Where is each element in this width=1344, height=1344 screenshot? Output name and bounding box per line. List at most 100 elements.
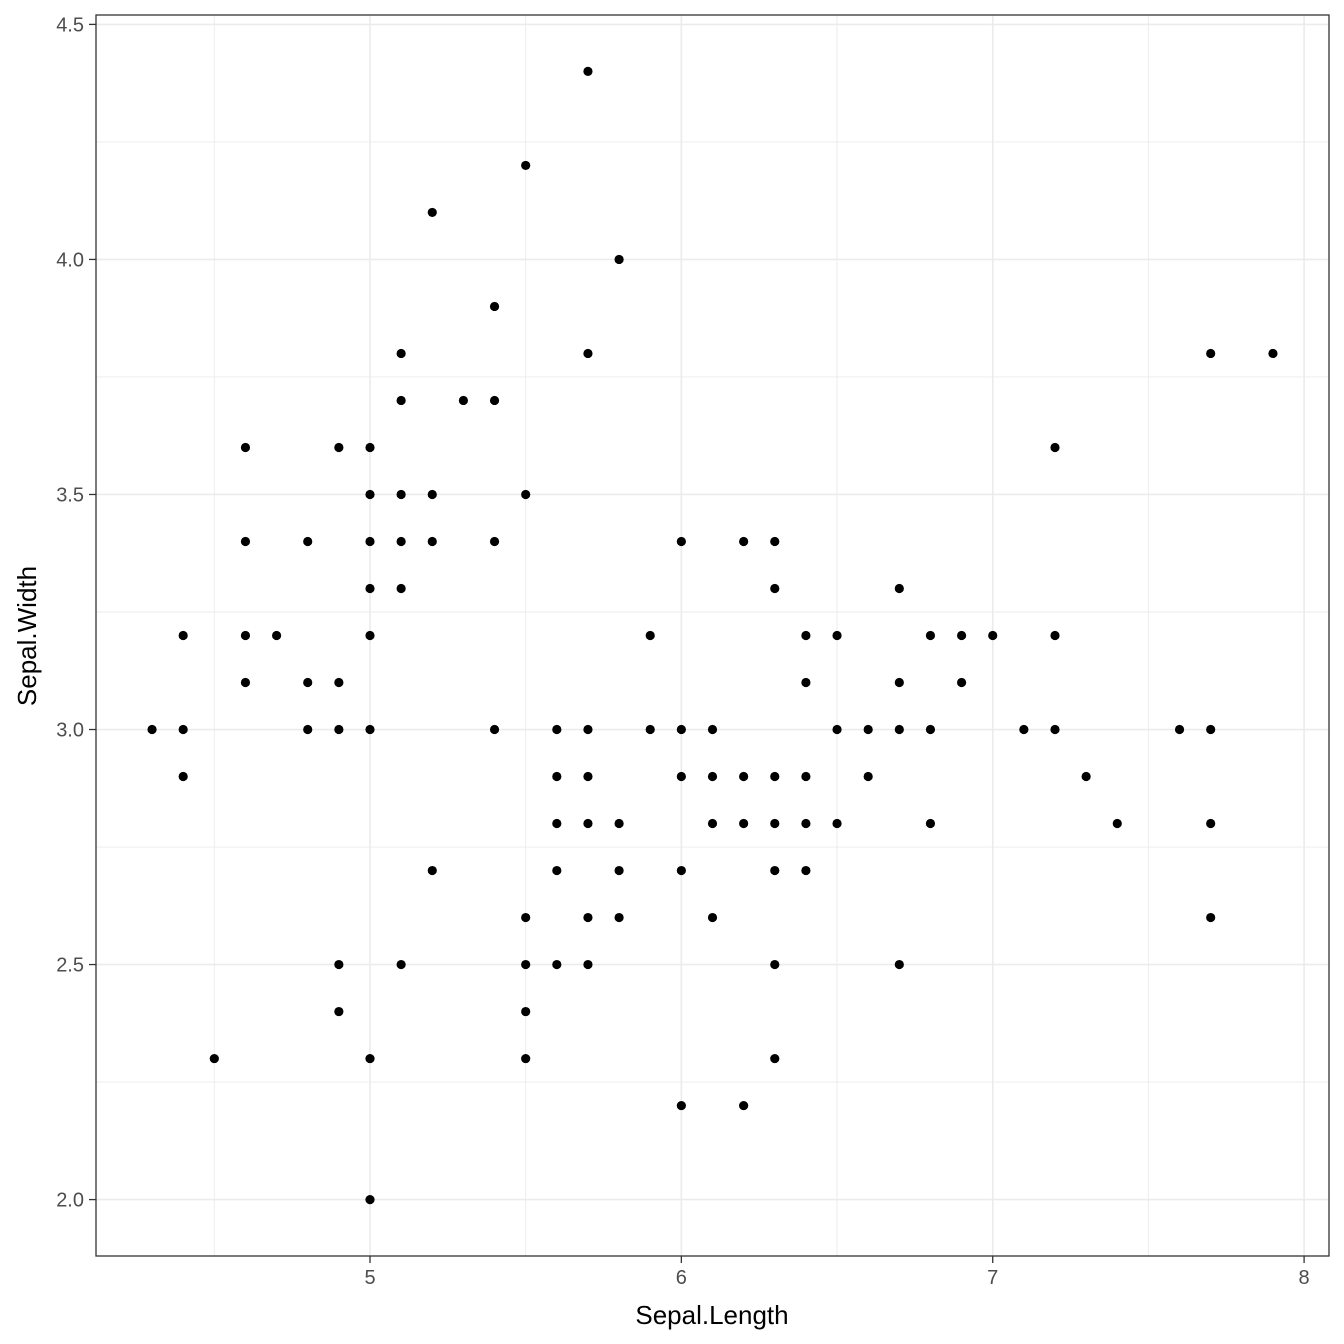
data-point: [863, 771, 873, 782]
data-point: [489, 301, 500, 312]
data-point: [1050, 442, 1060, 453]
x-tick-label: 8: [1299, 1267, 1310, 1289]
data-point: [552, 865, 562, 876]
x-tick-label: 5: [364, 1267, 375, 1289]
data-point: [1112, 818, 1122, 829]
data-point: [770, 1053, 780, 1064]
data-point: [583, 724, 593, 735]
data-point: [863, 724, 873, 735]
data-point: [925, 630, 936, 641]
data-point: [614, 912, 624, 923]
data-point: [209, 1053, 219, 1064]
data-point: [614, 254, 624, 265]
data-point: [396, 959, 406, 970]
data-point: [801, 630, 811, 641]
data-point: [334, 959, 344, 970]
data-point: [645, 724, 655, 735]
data-point: [552, 771, 562, 782]
data-point: [583, 771, 593, 782]
data-point: [770, 959, 780, 970]
data-point: [1268, 348, 1278, 359]
data-point: [334, 1006, 344, 1017]
data-point: [489, 395, 500, 406]
data-point: [645, 630, 655, 641]
data-point: [521, 959, 531, 970]
data-point: [552, 724, 562, 735]
data-point: [770, 771, 780, 782]
data-point: [894, 583, 904, 594]
data-point: [489, 724, 500, 735]
data-point: [365, 1194, 375, 1205]
data-point: [334, 677, 344, 688]
data-point: [614, 818, 624, 829]
data-point: [521, 1053, 531, 1064]
data-point: [396, 583, 406, 594]
data-point: [427, 865, 437, 876]
data-point: [240, 536, 251, 547]
data-point: [458, 395, 469, 406]
data-point: [583, 912, 593, 923]
data-point: [396, 348, 406, 359]
data-point: [365, 442, 375, 453]
axis-ticks: 5 6 7 8 2.0 2.5 3.0 3.5 4.0 4.5: [56, 14, 1309, 1289]
data-point: [303, 724, 313, 735]
data-point: [1050, 724, 1060, 735]
data-point: [396, 395, 406, 406]
data-point: [956, 630, 967, 641]
data-point: [427, 536, 437, 547]
data-point: [676, 1100, 686, 1111]
data-point: [770, 583, 780, 594]
data-point: [178, 630, 188, 641]
data-point: [240, 442, 251, 453]
data-point: [583, 348, 593, 359]
data-point: [676, 536, 686, 547]
data-point: [365, 630, 375, 641]
data-point: [147, 724, 157, 735]
data-point: [240, 630, 251, 641]
y-tick-label: 2.5: [56, 955, 84, 977]
data-point: [271, 630, 282, 641]
data-point: [334, 442, 344, 453]
data-point: [988, 630, 998, 641]
data-point: [552, 818, 562, 829]
grid-lines: [96, 15, 1329, 1256]
x-tick-label: 7: [987, 1267, 998, 1289]
data-point: [770, 865, 780, 876]
data-point: [178, 724, 188, 735]
data-point: [1206, 818, 1216, 829]
data-point: [707, 771, 718, 782]
data-point: [583, 818, 593, 829]
data-point: [707, 912, 718, 923]
data-point: [365, 583, 375, 594]
data-point: [801, 771, 811, 782]
x-tick-label: 6: [676, 1267, 687, 1289]
data-point: [396, 489, 406, 500]
data-point: [832, 724, 842, 735]
y-tick-label: 3.5: [56, 484, 84, 506]
data-point: [427, 489, 437, 500]
data-point: [521, 160, 531, 171]
data-point: [801, 677, 811, 688]
data-point: [1050, 630, 1060, 641]
data-point: [365, 536, 375, 547]
data-point: [396, 536, 406, 547]
data-point: [365, 1053, 375, 1064]
x-axis-title: Sepal.Length: [635, 1300, 788, 1330]
data-point: [894, 677, 904, 688]
data-point: [925, 724, 936, 735]
data-point: [832, 630, 842, 641]
data-point: [739, 818, 749, 829]
data-point: [614, 865, 624, 876]
data-point: [303, 536, 313, 547]
data-point: [676, 865, 686, 876]
data-point: [365, 489, 375, 500]
data-point: [739, 771, 749, 782]
data-point: [894, 724, 904, 735]
y-tick-label: 2.0: [56, 1190, 84, 1212]
data-point: [583, 959, 593, 970]
y-tick-label: 4.5: [56, 14, 84, 36]
data-point: [552, 959, 562, 970]
data-points: [147, 66, 1278, 1205]
